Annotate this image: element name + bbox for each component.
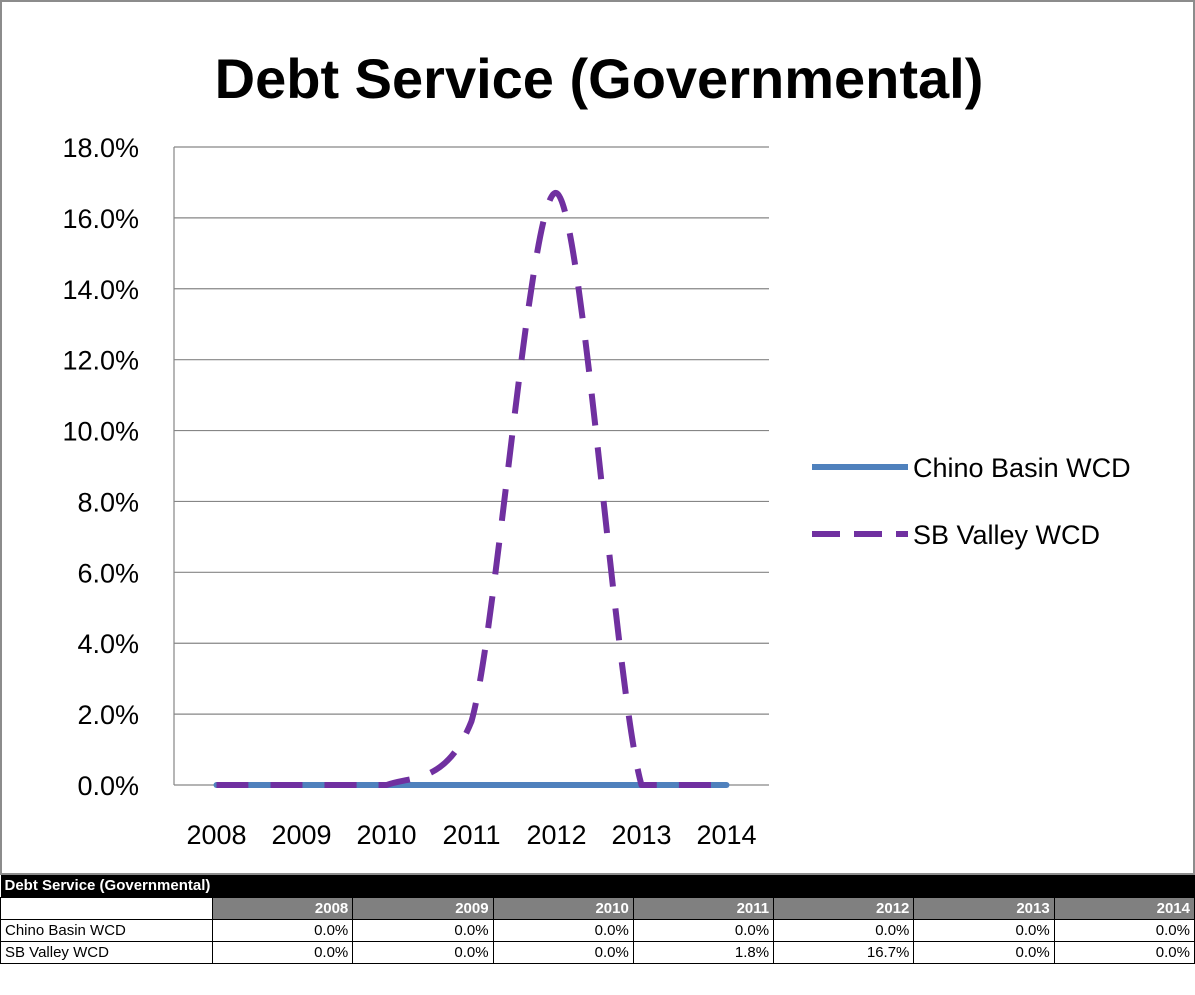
table-cell: 0.0% [492, 940, 634, 964]
line-chart: Debt Service (Governmental) 0.0% 2.0% 4.0%… [62, 47, 1131, 850]
table-header-cell: 2009 [352, 896, 494, 920]
x-tick-label: 2010 [356, 820, 416, 850]
table-header-cell: 2010 [492, 896, 634, 920]
table-cell: 0.0% [352, 918, 494, 942]
y-tick-label: 2.0% [77, 700, 139, 730]
table-cell: 0.0% [913, 940, 1055, 964]
table-cell: 16.7% [773, 940, 915, 964]
table-header-blank [0, 896, 213, 920]
table-cell: 0.0% [211, 918, 354, 942]
series-line-sb-valley-wcd [216, 190, 727, 789]
x-tick-label: 2013 [611, 820, 671, 850]
data-point [214, 782, 220, 788]
table-header-cell: 2008 [211, 896, 354, 920]
legend-label: Chino Basin WCD [913, 453, 1131, 483]
data-point [554, 782, 560, 788]
table-row: SB Valley WCD 0.0% 0.0% 0.0% 1.8% 16.7% … [0, 940, 1195, 964]
table-cell: 0.0% [1053, 918, 1195, 942]
table-title-row: Debt Service (Governmental) [0, 875, 1195, 897]
table-row-name: SB Valley WCD [0, 940, 213, 964]
table-cell: 1.8% [632, 940, 775, 964]
y-tick-label: 16.0% [62, 204, 139, 234]
table-cell: 0.0% [211, 940, 354, 964]
table-cell: 0.0% [1053, 940, 1195, 964]
x-tick-label: 2012 [526, 820, 586, 850]
data-point [724, 782, 730, 788]
x-tick-label: 2009 [271, 820, 331, 850]
x-tick-label: 2008 [186, 820, 246, 850]
table-header-cell: 2011 [632, 896, 775, 920]
y-tick-label: 14.0% [62, 275, 139, 305]
table-title: Debt Service (Governmental) [0, 875, 1195, 897]
y-tick-label: 6.0% [77, 558, 139, 588]
y-tick-label: 18.0% [62, 133, 139, 163]
data-point [469, 782, 475, 788]
table-row-name: Chino Basin WCD [0, 918, 213, 942]
x-tick-label: 2011 [442, 820, 500, 850]
data-point [384, 782, 390, 788]
table-cell: 0.0% [632, 918, 775, 942]
y-tick-label: 4.0% [77, 629, 139, 659]
chart-area: Debt Service (Governmental) 0.0% 2.0% 4.0%… [0, 0, 1195, 875]
table-header-cell: 2013 [913, 896, 1055, 920]
legend-label: SB Valley WCD [913, 520, 1100, 550]
table-cell: 0.0% [492, 918, 634, 942]
y-tick-label: 12.0% [62, 346, 139, 376]
table-header-cell: 2012 [773, 896, 915, 920]
y-tick-label: 0.0% [77, 771, 139, 801]
y-tick-label: 8.0% [77, 487, 139, 517]
table-cell: 0.0% [773, 918, 915, 942]
y-tick-label: 10.0% [62, 417, 139, 447]
data-point [639, 782, 645, 788]
chart-title: Debt Service (Governmental) [215, 47, 984, 110]
table-row: Chino Basin WCD 0.0% 0.0% 0.0% 0.0% 0.0%… [0, 918, 1195, 942]
data-point [469, 718, 475, 724]
table-cell: 0.0% [913, 918, 1055, 942]
data-point [299, 782, 305, 788]
table-cell: 0.0% [352, 940, 494, 964]
data-table: Debt Service (Governmental) 2008 2009 20… [0, 875, 1195, 964]
table-header-cell: 2014 [1053, 896, 1195, 920]
table-header-row: 2008 2009 2010 2011 2012 2013 2014 [0, 896, 1195, 920]
x-tick-label: 2014 [696, 820, 756, 850]
data-point [554, 190, 560, 196]
